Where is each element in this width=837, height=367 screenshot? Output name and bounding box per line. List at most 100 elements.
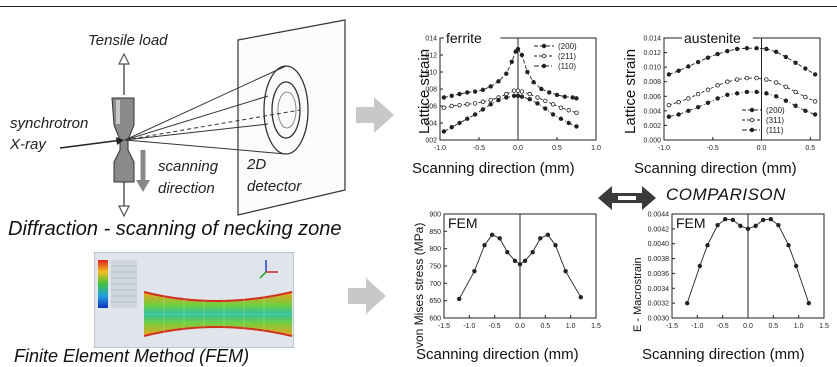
data-point [686,108,691,114]
chart-title: FEM [448,215,478,231]
data-point [504,71,509,76]
legend-marker [541,53,547,59]
data-point [753,223,758,229]
y-tick-label: 0.0034 [648,286,670,293]
data-point [676,68,681,73]
data-point [472,101,478,106]
data-point [554,92,560,98]
scanning-label: scanning [158,158,219,175]
data-point [519,89,525,94]
legend-label: (111) [766,126,784,135]
data-point [449,103,454,109]
x-tick-label: 0.5 [805,145,815,152]
data-point [511,93,517,98]
data-point [496,79,501,84]
data-point [480,99,486,104]
legend-marker [541,43,547,49]
x-tick-label: 1.5 [819,323,829,330]
x-tick-label: -0.5 [473,145,485,152]
data-point [760,217,766,223]
arrow-to-diffraction-charts [356,97,394,133]
data-point [570,95,575,100]
data-point [527,96,532,102]
y-tick-label: 0.002 [643,123,661,130]
data-point [538,236,543,241]
data-point [806,300,811,306]
series-line-311 [668,77,816,106]
data-point [488,97,493,103]
fem-strain-ylabel: E - Macrostrain [632,257,644,332]
data-point [545,232,551,237]
x-tick-label: -0.5 [707,145,719,152]
y-tick-label: 008 [425,87,437,94]
y-tick-label: 600 [429,316,441,323]
data-point [574,96,579,101]
data-point [725,79,730,84]
data-point [803,94,808,100]
x-tick-label: -1.0 [463,323,475,330]
data-point [793,263,799,269]
data-point [730,217,735,223]
data-point [522,258,528,263]
y-tick-label: 0.008 [643,79,661,86]
legend-marker [541,63,547,69]
x-tick-label: 0.5 [552,145,562,152]
fem-stress-chart: -1.5 -1.0 -0.5 0.0 0.5 1.0 1.5 600 650 700 750 800 8… [429,212,601,331]
data-point [553,243,558,248]
y-tick-label: 014 [425,36,437,43]
data-point [705,87,711,92]
y-tick-label: 0.0042 [648,226,670,233]
data-point [488,84,493,89]
chart-title: FEM [676,215,706,231]
data-point [482,243,487,248]
tensile-load-label: Tensile load [88,32,168,49]
data-point [705,100,711,106]
series-line-110 [443,95,577,132]
comparison-double-arrow-icon [598,186,656,210]
data-point [715,83,720,88]
data-point [472,89,478,94]
data-point [449,125,454,130]
x-tick-label: -1.0 [691,323,703,330]
y-tick-label: 750 [429,264,441,271]
legend-marker [749,117,755,123]
data-point [525,69,530,75]
data-point [803,108,808,114]
data-point [783,98,789,103]
data-point [738,223,743,229]
data-point [505,249,510,255]
data-point [715,51,720,57]
data-point [574,110,579,115]
data-point [550,112,556,117]
data-point [768,216,773,222]
y-tick-label: 002 [425,138,437,145]
data-point [457,102,462,108]
data-point [715,222,720,228]
data-point [515,46,521,52]
x-tick-label: -1.5 [666,323,678,330]
setup-illustration [59,19,346,218]
data-point [695,59,701,65]
data-point [543,106,548,111]
data-point [519,52,525,58]
diffraction-rays [124,65,301,155]
data-point [562,94,567,99]
data-point [465,116,470,121]
x-tick-label: 0.5 [540,323,550,330]
data-point [676,112,681,117]
x-tick-label: -1.0 [434,145,446,152]
x-tick-label: 0.5 [768,323,778,330]
series-line-200 [668,47,816,75]
austenite-xlabel: Scanning direction (mm) [634,160,797,177]
data-point [666,72,672,77]
y-tick-label: 0.0036 [648,271,670,278]
data-point [504,95,509,100]
data-point [489,232,495,237]
title-backdrop [682,31,753,45]
data-point [812,112,818,117]
xray-beam [59,137,124,149]
axis-triad-icon [259,260,278,279]
data-point [722,216,728,222]
data-point [441,129,447,134]
y-tick-label: 006 [425,104,437,111]
